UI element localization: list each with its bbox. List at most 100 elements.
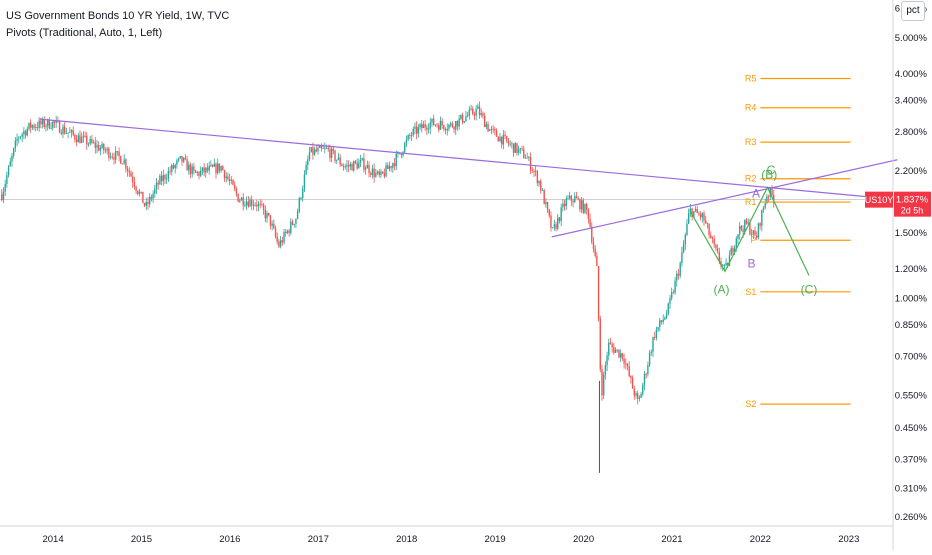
candle-body	[626, 363, 629, 367]
candle-body	[691, 208, 693, 218]
candle-body	[376, 171, 379, 174]
candle-body	[135, 186, 137, 191]
candle-body	[415, 126, 418, 134]
candle-body	[687, 212, 690, 224]
candle-body	[494, 129, 496, 131]
candle-body	[143, 203, 146, 206]
y-tick-label: 0.310%	[895, 483, 928, 494]
candle-body	[172, 165, 175, 169]
candle-body	[283, 232, 285, 243]
candle-body	[489, 129, 491, 131]
candle-body	[716, 248, 719, 253]
candle-body	[67, 132, 69, 134]
x-tick-label: 2023	[838, 534, 859, 545]
y-tick-label: 0.700%	[895, 351, 928, 362]
indicator-label[interactable]: Pivots (Traditional, Auto, 1, Left)	[6, 27, 163, 39]
candle-body	[52, 121, 54, 129]
pivot-level-label: P	[750, 235, 756, 245]
candle-body	[766, 196, 768, 204]
candle-body	[536, 171, 539, 184]
candle-body	[251, 199, 253, 206]
candle-body	[645, 373, 647, 375]
candle-body	[113, 157, 115, 160]
candle-body	[75, 139, 78, 143]
candle-body	[757, 223, 760, 238]
candle-body	[55, 120, 57, 123]
candle-body	[35, 126, 37, 128]
candle-body	[28, 122, 30, 129]
candle-body	[210, 165, 212, 166]
x-tick-label: 2020	[573, 534, 594, 545]
candle-body	[574, 196, 576, 203]
candle-body	[317, 147, 319, 152]
candle-body	[613, 347, 615, 353]
candle-body	[500, 136, 503, 145]
candle-body	[534, 171, 537, 173]
candle-body	[346, 164, 348, 167]
candle-body	[106, 148, 108, 151]
candle-body	[356, 162, 358, 169]
candle-body	[771, 188, 773, 196]
candle-body	[230, 180, 233, 181]
candle-body	[596, 255, 598, 267]
candle-body	[728, 255, 731, 266]
candle-body	[463, 121, 465, 123]
candle-body	[502, 134, 505, 145]
candle-body	[358, 162, 360, 169]
candle-body	[268, 213, 270, 216]
candle-body	[364, 168, 367, 170]
x-tick-label: 2014	[42, 534, 63, 545]
candle-body	[269, 215, 272, 226]
candle-body	[602, 374, 605, 396]
candle-body	[699, 214, 702, 218]
y-tick-label: 0.450%	[895, 423, 928, 434]
candle-body	[184, 157, 187, 160]
candle-body	[485, 124, 488, 128]
candle-body	[679, 263, 681, 276]
candle-body	[551, 227, 554, 229]
candle-body	[196, 172, 199, 173]
candle-body	[512, 143, 515, 153]
candle-body	[381, 171, 384, 174]
candle-body	[194, 170, 197, 173]
candle-body	[19, 136, 22, 138]
candle-body	[167, 171, 170, 179]
candle-body	[548, 209, 550, 216]
candle-body	[327, 147, 329, 150]
candle-body	[305, 164, 307, 175]
candle-body	[733, 247, 736, 253]
candle-body	[373, 168, 375, 177]
candle-body	[580, 200, 583, 210]
candle-body	[58, 121, 61, 133]
candle-body	[298, 198, 301, 212]
candle-body	[400, 153, 403, 156]
candle-body	[133, 182, 136, 187]
x-tick-label: 2021	[661, 534, 682, 545]
candle-body	[131, 176, 134, 183]
y-tick-label: 0.260%	[895, 512, 928, 523]
candle-body	[466, 115, 469, 117]
candle-body	[125, 159, 127, 169]
candle-body	[198, 172, 200, 176]
candle-body	[285, 232, 287, 234]
candle-body	[43, 119, 45, 127]
candle-body	[159, 175, 161, 185]
candle-body	[50, 128, 52, 129]
candle-body	[614, 349, 617, 353]
candle-body	[676, 273, 678, 281]
candle-body	[490, 128, 493, 130]
y-tick-label: 2.200%	[895, 166, 928, 177]
candle-body	[244, 205, 246, 207]
candle-body	[390, 166, 392, 168]
candle-body	[703, 213, 705, 221]
candle-body	[414, 126, 416, 129]
candle-body	[480, 113, 482, 115]
percent-scale-button[interactable]: pct	[901, 1, 925, 21]
candle-body	[669, 298, 671, 304]
candle-body	[92, 142, 95, 144]
candle-body	[181, 155, 183, 162]
candle-body	[662, 319, 664, 323]
candle-body	[473, 113, 476, 116]
